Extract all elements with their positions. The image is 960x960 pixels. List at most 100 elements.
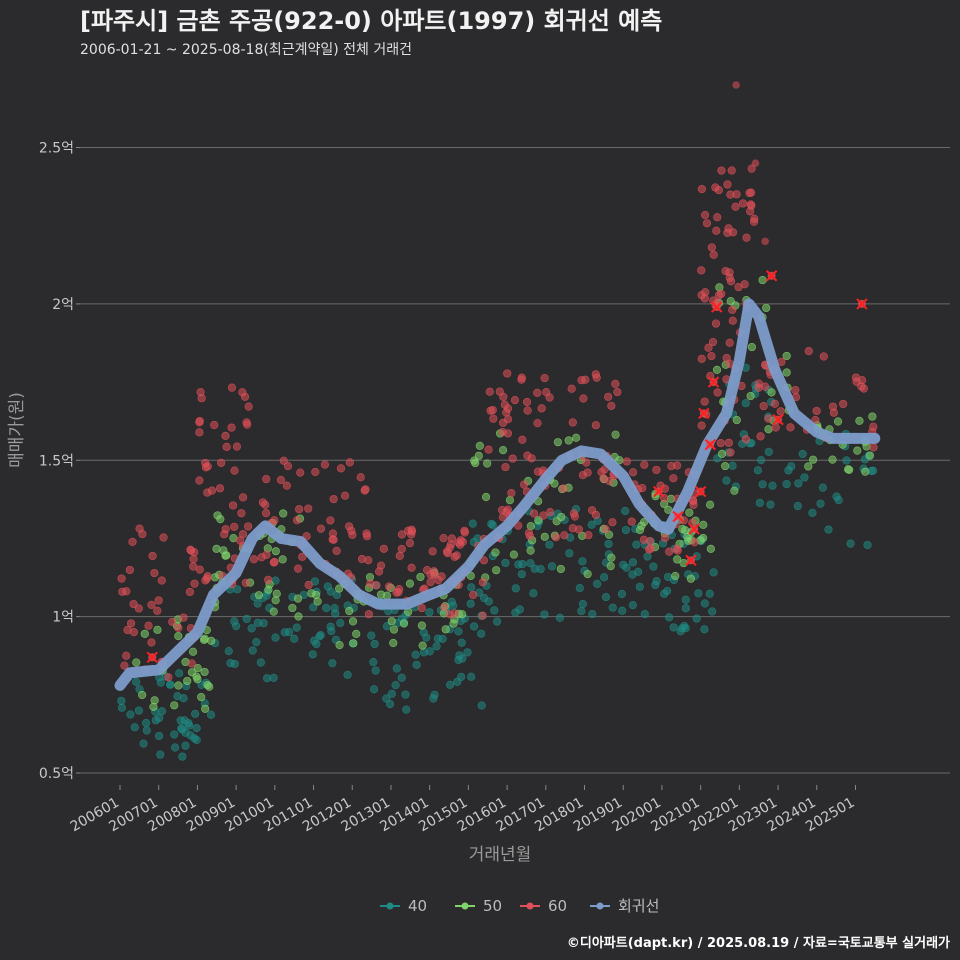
data-point-60 (196, 388, 205, 397)
legend-swatch-dot (526, 902, 534, 910)
data-point-60 (504, 415, 513, 424)
data-point-40 (709, 568, 718, 577)
data-point-60 (428, 547, 437, 556)
data-point-50 (416, 572, 425, 582)
data-point-40 (669, 623, 678, 632)
data-point-60 (283, 461, 293, 471)
data-point-60 (728, 316, 737, 325)
data-point-40 (454, 655, 463, 665)
x-axis-label: 거래년월 (469, 845, 532, 865)
data-point-60 (582, 458, 591, 467)
y-tick-label: 0.5억 (39, 766, 74, 782)
data-point-60 (567, 384, 576, 393)
data-point-40 (741, 399, 750, 408)
data-point-60 (723, 180, 732, 189)
data-point-50 (174, 632, 183, 641)
data-point-60 (450, 552, 459, 561)
highlight-mark (672, 510, 684, 523)
data-point-50 (758, 275, 767, 285)
data-point-40 (547, 562, 557, 571)
data-point-50 (747, 342, 757, 352)
data-point-60 (704, 343, 713, 352)
data-point-40 (511, 584, 520, 593)
data-point-40 (758, 480, 767, 489)
y-tick-label: 1.5억 (39, 453, 74, 469)
data-point-50 (471, 458, 480, 468)
data-point-40 (490, 606, 499, 615)
data-point-60 (426, 578, 435, 587)
data-point-40 (271, 633, 280, 642)
data-point-40 (587, 520, 596, 529)
data-point-50 (293, 594, 303, 603)
data-point-60 (673, 461, 682, 470)
data-point-50 (505, 496, 515, 505)
data-point-60 (262, 474, 271, 484)
data-point-40 (601, 592, 611, 602)
data-point-40 (728, 461, 737, 470)
data-point-60 (118, 587, 127, 596)
data-point-40 (753, 466, 762, 475)
data-point-60 (397, 544, 406, 554)
data-point-40 (253, 599, 262, 608)
data-point-60 (741, 435, 751, 444)
data-point-50 (679, 558, 688, 568)
data-point-50 (352, 629, 361, 639)
data-point-40 (755, 498, 764, 508)
data-point-60 (742, 233, 751, 242)
data-point-50 (264, 585, 273, 594)
data-point-40 (425, 608, 434, 617)
data-point-60 (363, 532, 372, 541)
data-point-60 (738, 199, 748, 208)
data-point-40 (308, 650, 317, 659)
data-point-60 (717, 289, 726, 298)
data-point-60 (445, 543, 454, 552)
highlight-cross (672, 510, 684, 523)
data-point-40 (832, 492, 841, 501)
data-point-60 (320, 460, 330, 469)
data-point-40 (154, 731, 164, 741)
data-point-60 (537, 404, 546, 413)
data-point-40 (247, 624, 256, 633)
data-point-50 (149, 702, 158, 711)
data-point-60 (622, 457, 631, 466)
data-point-60 (545, 393, 554, 402)
data-point-60 (756, 432, 765, 441)
data-point-60 (770, 399, 779, 408)
data-point-40 (397, 673, 406, 682)
data-point-60 (858, 376, 867, 385)
data-point-60 (764, 414, 773, 423)
data-point-60 (450, 609, 459, 618)
legend-swatch-dot (596, 902, 604, 910)
data-point-50 (671, 571, 680, 581)
data-point-60 (179, 613, 188, 622)
data-point-40 (312, 639, 321, 649)
data-point-40 (454, 627, 463, 636)
data-point-50 (712, 365, 722, 374)
data-point-60 (707, 351, 716, 361)
data-point-40 (530, 564, 539, 573)
data-point-60 (478, 611, 487, 620)
highlight-cross (146, 651, 158, 663)
data-point-40 (230, 659, 239, 669)
data-point-60 (417, 603, 426, 613)
highlight-mark (694, 485, 707, 498)
data-point-60 (361, 485, 370, 494)
data-point-40 (130, 723, 139, 732)
data-point-40 (309, 603, 318, 612)
data-point-40 (448, 601, 458, 610)
data-point-60 (665, 547, 674, 556)
data-point-40 (808, 508, 817, 517)
data-point-40 (139, 739, 148, 748)
data-point-40 (660, 589, 669, 598)
data-point-40 (191, 709, 200, 718)
data-point-60 (498, 428, 507, 437)
data-point-40 (593, 579, 602, 589)
data-point-60 (257, 553, 266, 562)
data-point-40 (700, 599, 709, 608)
data-point-50 (349, 639, 358, 648)
data-point-40 (166, 680, 175, 689)
data-point-50 (583, 569, 592, 579)
data-point-60 (613, 387, 622, 397)
data-point-60 (551, 533, 561, 542)
data-point-60 (761, 237, 769, 246)
